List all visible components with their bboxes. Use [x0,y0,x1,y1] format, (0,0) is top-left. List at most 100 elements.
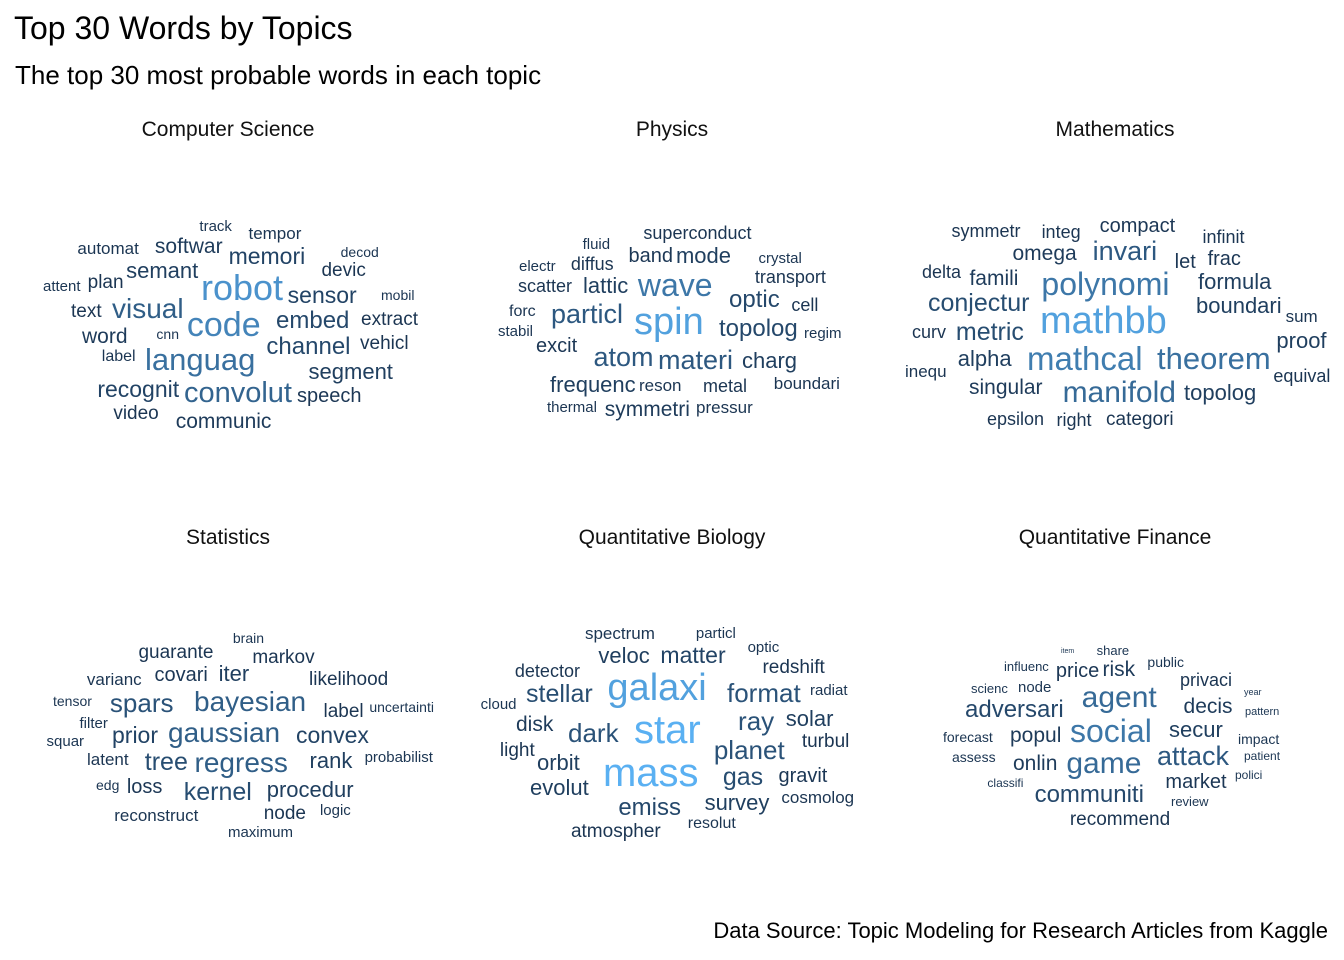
word-optic: optic [747,639,780,657]
word-symmetri: symmetri [604,398,690,422]
word-regress: regress [194,746,288,778]
word-proof: proof [1276,327,1327,353]
word-excit: excit [536,335,578,357]
word-sum: sum [1285,306,1318,326]
word-lattic: lattic [583,272,629,298]
word-squar: squar [46,733,85,751]
word-likelihood: likelihood [309,669,389,691]
word-alpha: alpha [957,346,1012,372]
word-probabilist: probabilist [364,748,433,766]
word-communiti: communiti [1034,780,1144,808]
word-ray: ray [738,706,775,737]
word-mathcal: mathcal [1027,340,1143,378]
word-diffus: diffus [570,253,614,274]
word-word: word [82,325,128,349]
word-maximum: maximum [227,823,293,841]
word-evolut: evolut [530,774,589,800]
panel-title: Quantitative Biology [578,526,766,549]
word-band: band [628,244,673,267]
word-crystal: crystal [758,249,802,267]
panel-title: Mathematics [1055,118,1175,141]
word-veloc: veloc [598,643,650,669]
word-agent: agent [1081,680,1157,714]
word-electr: electr [519,257,556,275]
word-loss: loss [126,775,163,798]
word-influenc: influenc [1004,658,1049,674]
word-boundari: boundari [1196,292,1282,318]
word-embed: embed [276,306,350,334]
word-text: text [71,300,102,322]
word-format: format [727,677,801,708]
word-node: node [1018,678,1052,696]
word-orbit: orbit [537,749,580,775]
word-atom: atom [593,342,654,373]
word-social: social [1070,713,1152,750]
word-patient: patient [1244,749,1281,764]
word-metric: metric [955,318,1024,347]
word-softwar: softwar [154,235,223,259]
word-right: right [1056,409,1092,430]
word-iter: iter [218,660,250,686]
word-visual: visual [112,292,184,324]
word-vehicl: vehicl [360,332,409,354]
word-prior: prior [112,722,159,749]
word-fluid: fluid [582,236,611,254]
word-scienc: scienc [971,680,1008,696]
word-latent: latent [87,749,129,769]
word-particl: particl [695,625,736,643]
word-segment: segment [308,359,393,385]
word-impact: impact [1238,731,1280,748]
word-logic: logic [319,801,351,819]
word-mode: mode [675,242,731,268]
word-adversari: adversari [965,695,1064,723]
word-matter: matter [660,641,726,668]
word-boundari: boundari [773,373,840,393]
word-convex: convex [296,722,369,749]
word-rank: rank [309,748,353,774]
word-spin: spin [634,301,704,344]
word-dark: dark [568,717,619,748]
word-symmetr: symmetr [951,220,1021,241]
word-memori: memori [228,242,306,269]
word-attack: attack [1157,741,1230,772]
word-epsilon: epsilon [987,409,1045,430]
word-convolut: convolut [183,376,292,409]
word-attent: attent [43,277,81,295]
word-uncertainti: uncertainti [369,698,434,715]
word-particl: particl [551,299,624,330]
word-radiat: radiat [810,681,848,699]
word-formula: formula [1198,268,1272,294]
word-popul: popul [1010,724,1062,748]
word-reson: reson [638,376,682,396]
word-delta: delta [922,262,962,283]
word-semant: semant [126,257,199,283]
word-channel: channel [266,332,351,360]
word-stabil: stabil [498,322,534,340]
word-wave: wave [637,267,713,304]
word-year: year [1244,687,1262,698]
word-cloud: cloud [480,696,517,714]
word-mass: mass [602,751,699,796]
word-sensor: sensor [287,281,357,308]
word-manifold: manifold [1062,375,1176,409]
word-onlin: onlin [1013,752,1058,776]
word-tempor: tempor [248,224,302,244]
word-guarante: guarante [138,641,214,663]
word-video: video [113,403,159,425]
word-code: code [186,306,261,345]
word-solar: solar [785,706,834,732]
word-transport: transport [754,266,826,287]
word-metal: metal [703,376,748,397]
word-omega: omega [1012,241,1077,265]
word-game: game [1066,747,1142,781]
word-label: label [101,348,136,366]
word-regim: regim [804,324,842,342]
word-topolog: topolog [719,314,798,342]
word-privaci: privaci [1180,670,1233,691]
word-procedur: procedur [266,776,354,802]
word-mobil: mobil [381,287,415,304]
chart-title: Top 30 Words by Topics [14,10,353,46]
word-spars: spars [109,688,174,719]
word-star: star [634,708,701,752]
word-compact: compact [1099,214,1176,237]
